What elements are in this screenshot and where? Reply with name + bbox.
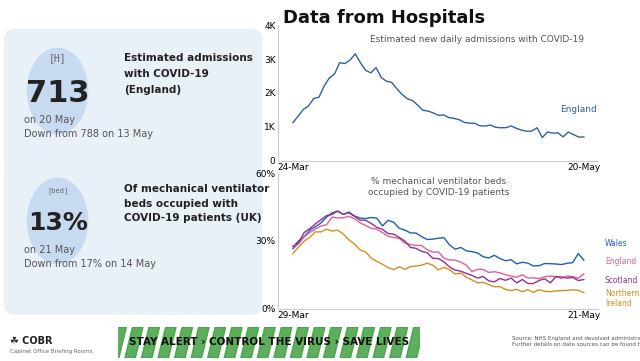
Text: STAY ALERT › CONTROL THE VIRUS › SAVE LIVES: STAY ALERT › CONTROL THE VIRUS › SAVE LI… — [129, 337, 409, 347]
Text: Estimated new daily admissions with COVID-19: Estimated new daily admissions with COVI… — [370, 35, 584, 44]
Text: (England): (England) — [124, 84, 181, 95]
Text: 713: 713 — [26, 79, 90, 108]
Text: Wales: Wales — [605, 239, 627, 248]
Text: Scotland: Scotland — [605, 276, 638, 285]
Text: England: England — [605, 257, 636, 266]
Text: England: England — [560, 105, 596, 114]
Text: on 21 May: on 21 May — [24, 245, 76, 255]
Text: Data from Hospitals: Data from Hospitals — [283, 9, 485, 27]
Text: ☘ COBR: ☘ COBR — [10, 336, 52, 346]
Text: beds occupied with: beds occupied with — [124, 199, 238, 209]
Ellipse shape — [27, 48, 88, 134]
Text: Source: NHS England and devolved administrations.
Further details on data source: Source: NHS England and devolved adminis… — [512, 336, 640, 347]
Text: % mechanical ventilator beds
occupied by COVID-19 patients: % mechanical ventilator beds occupied by… — [368, 177, 509, 197]
Text: [bed]: [bed] — [47, 187, 68, 194]
FancyBboxPatch shape — [4, 29, 262, 179]
Text: on 20 May: on 20 May — [24, 115, 76, 125]
Text: Of mechanical ventilator: Of mechanical ventilator — [124, 184, 269, 194]
Text: with COVID-19: with COVID-19 — [124, 69, 209, 79]
Text: Northern
Ireland: Northern Ireland — [605, 289, 639, 308]
FancyBboxPatch shape — [4, 165, 262, 315]
Text: Estimated admissions: Estimated admissions — [124, 53, 253, 63]
Text: Down from 17% on 14 May: Down from 17% on 14 May — [24, 259, 156, 269]
Text: Cabinet Office Briefing Rooms: Cabinet Office Briefing Rooms — [10, 349, 92, 355]
Ellipse shape — [27, 178, 88, 264]
Text: Down from 788 on 13 May: Down from 788 on 13 May — [24, 129, 154, 139]
Text: COVID-19 patients (UK): COVID-19 patients (UK) — [124, 213, 262, 223]
Text: [H]: [H] — [49, 53, 67, 63]
Text: 13%: 13% — [28, 211, 88, 235]
